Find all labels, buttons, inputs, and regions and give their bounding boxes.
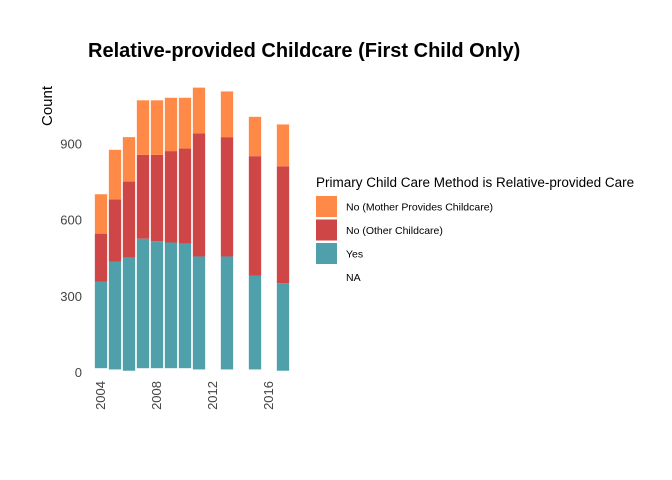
bar-2005-no-other-childcare [108, 199, 122, 262]
bar-2010-yes [178, 243, 192, 369]
bar-2015-no-mother-provides-childcare [248, 116, 262, 157]
bar-2017-no-mother-provides-childcare [276, 124, 290, 167]
bar-2004-no-other-childcare [94, 233, 108, 282]
legend-title: Primary Child Care Method is Relative-pr… [316, 175, 634, 190]
bar-2017-yes [276, 283, 290, 371]
bar-2011-na [192, 369, 206, 372]
bar-2006-no-mother-provides-childcare [122, 137, 136, 182]
x-tick-label: 2012 [205, 381, 220, 410]
y-tick-label: 600 [60, 213, 82, 228]
y-tick-label: 300 [60, 289, 82, 304]
legend-swatch [316, 243, 337, 264]
legend-swatch [316, 266, 337, 288]
bar-2007-na [136, 368, 150, 372]
bar-2005-na [108, 369, 122, 372]
bar-2007-no-other-childcare [136, 154, 150, 239]
bar-2006-yes [122, 257, 136, 371]
bar-2008-na [150, 368, 164, 372]
bar-2006-no-other-childcare [122, 181, 136, 258]
bar-2011-no-other-childcare [192, 133, 206, 257]
bar-2004-na [94, 368, 108, 372]
bar-2015-yes [248, 275, 262, 370]
bar-2009-no-mother-provides-childcare [164, 97, 178, 152]
y-tick-label: 900 [60, 136, 82, 151]
bar-2009-na [164, 368, 178, 372]
bar-2017-no-other-childcare [276, 166, 290, 284]
legend-label: No (Other Childcare) [346, 225, 443, 237]
bar-2013-no-other-childcare [220, 137, 234, 257]
x-tick-label: 2008 [149, 381, 164, 410]
legend-label: NA [346, 272, 361, 284]
legend-swatch [316, 196, 337, 217]
bar-2013-yes [220, 256, 234, 370]
bar-2015-no-other-childcare [248, 156, 262, 276]
bar-2009-no-other-childcare [164, 151, 178, 243]
y-axis-title: Count [39, 85, 56, 126]
bar-2013-no-mother-provides-childcare [220, 91, 234, 138]
bar-2007-no-mother-provides-childcare [136, 100, 150, 155]
bar-2015-na [248, 369, 262, 372]
bar-2011-no-mother-provides-childcare [192, 87, 206, 134]
bar-2013-na [220, 369, 234, 372]
legend: Primary Child Care Method is Relative-pr… [316, 175, 634, 288]
bar-2010-no-mother-provides-childcare [178, 97, 192, 149]
bar-2009-yes [164, 242, 178, 369]
chart-title: Relative-provided Childcare (First Child… [88, 40, 520, 62]
legend-swatch [316, 219, 337, 241]
bar-2004-yes [94, 281, 108, 369]
bars-layer [94, 87, 290, 372]
bar-2017-na [276, 370, 290, 372]
legend-label: No (Mother Provides Childcare) [346, 202, 493, 214]
x-tick-label: 2004 [93, 381, 108, 410]
bar-2010-na [178, 368, 192, 372]
bar-2011-yes [192, 256, 206, 370]
bar-2008-no-other-childcare [150, 154, 164, 242]
bar-2008-no-mother-provides-childcare [150, 100, 164, 155]
y-tick-label: 0 [75, 365, 82, 380]
bar-2007-yes [136, 238, 150, 369]
x-axis-ticks: 2004 2008 2012 2016 [93, 381, 276, 410]
bar-2008-yes [150, 241, 164, 369]
bar-2005-yes [108, 261, 122, 370]
x-tick-label: 2016 [261, 381, 276, 410]
bar-2010-no-other-childcare [178, 148, 192, 244]
y-axis-ticks: 0 300 600 900 [60, 136, 82, 380]
bar-2006-na [122, 370, 136, 372]
legend-label: Yes [346, 249, 363, 261]
bar-2005-no-mother-provides-childcare [108, 149, 122, 200]
bar-2004-no-mother-provides-childcare [94, 194, 108, 234]
